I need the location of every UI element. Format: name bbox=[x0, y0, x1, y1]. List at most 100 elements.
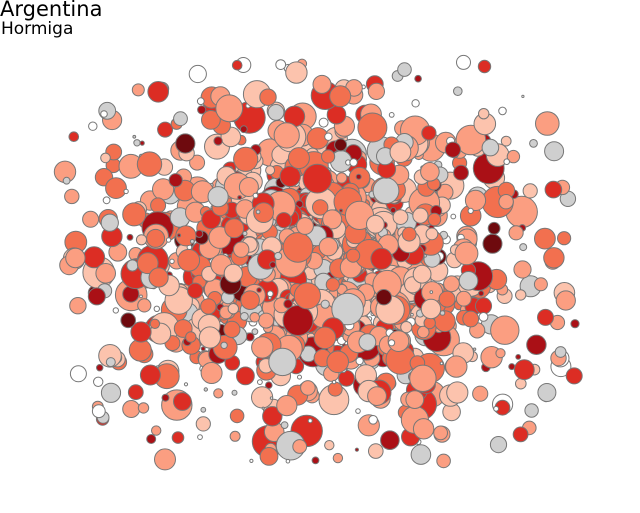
bubble-point bbox=[157, 121, 174, 138]
bubble-point bbox=[240, 290, 260, 311]
bubble-point bbox=[300, 380, 316, 396]
bubble-point bbox=[257, 379, 263, 386]
bubble-point bbox=[259, 88, 277, 106]
bubble-point bbox=[256, 287, 262, 293]
bubble-point bbox=[529, 139, 538, 148]
bubble-point bbox=[453, 164, 469, 181]
bubble-point bbox=[200, 346, 206, 352]
bubble-point bbox=[338, 369, 355, 387]
bubble-point bbox=[177, 248, 201, 272]
bubble-point bbox=[495, 348, 506, 359]
bubble-point bbox=[64, 188, 80, 205]
bubble-point bbox=[388, 339, 396, 347]
bubble-point bbox=[200, 362, 223, 384]
bubble-point bbox=[474, 297, 493, 315]
bubble-point bbox=[412, 264, 432, 284]
bubble-point bbox=[249, 312, 260, 323]
bubble-point bbox=[287, 147, 310, 170]
bubble-point bbox=[524, 403, 539, 418]
bubble-point bbox=[283, 299, 293, 309]
bubble-point bbox=[173, 392, 192, 411]
bubble-point bbox=[262, 406, 283, 427]
bubble-point bbox=[285, 458, 291, 464]
bubble-point bbox=[478, 290, 485, 297]
bubble-point bbox=[100, 152, 111, 164]
bubble-point bbox=[370, 247, 393, 270]
bubble-point bbox=[355, 173, 362, 180]
bubble-point bbox=[275, 59, 287, 70]
bubble-point bbox=[137, 402, 150, 414]
bubble-point bbox=[325, 277, 340, 292]
bubble-point bbox=[105, 177, 127, 200]
bubble-point bbox=[136, 151, 163, 177]
bubble-point bbox=[533, 277, 548, 292]
bubble-point bbox=[358, 333, 377, 352]
bubble-point bbox=[367, 82, 385, 101]
bubble-point bbox=[207, 186, 229, 208]
bubble-point bbox=[285, 61, 308, 84]
bubble-point bbox=[427, 212, 442, 227]
bubble-point bbox=[151, 425, 162, 436]
bubble-point bbox=[410, 444, 432, 465]
bubble-point bbox=[312, 199, 329, 216]
bubble-point bbox=[239, 125, 248, 134]
bubble-point bbox=[443, 275, 460, 293]
bubble-point bbox=[95, 263, 116, 284]
bubble-point bbox=[266, 290, 274, 298]
bubble-point bbox=[311, 456, 320, 465]
bubble-point bbox=[421, 125, 437, 141]
chart-title: Argentina bbox=[0, 0, 103, 21]
bubble-point bbox=[387, 330, 410, 353]
bubble-point bbox=[122, 400, 141, 418]
bubble-point bbox=[439, 361, 444, 366]
bubble-point bbox=[233, 146, 259, 172]
bubble-point bbox=[555, 290, 576, 311]
bubble-point bbox=[197, 434, 203, 441]
bubble-point bbox=[544, 141, 565, 162]
bubble-point bbox=[498, 194, 514, 210]
bubble-point bbox=[425, 227, 439, 241]
bubble-point bbox=[261, 406, 265, 410]
bubble-point bbox=[397, 62, 412, 77]
bubble-point bbox=[200, 406, 207, 413]
bubble-point bbox=[88, 121, 98, 131]
bubble-point bbox=[91, 404, 106, 419]
bubble-point bbox=[405, 390, 425, 410]
bubble-point bbox=[472, 347, 477, 351]
bubble-point bbox=[122, 202, 147, 227]
bubble-point bbox=[139, 140, 145, 146]
bubble-point bbox=[503, 158, 511, 165]
bubble-point bbox=[195, 229, 204, 238]
bubble-point bbox=[481, 138, 500, 157]
bubble-point bbox=[438, 290, 456, 308]
bubble-point bbox=[478, 108, 490, 120]
bubble-point bbox=[229, 430, 241, 442]
bubble-point bbox=[137, 298, 152, 313]
bubble-point bbox=[269, 261, 277, 269]
bubble-point bbox=[258, 312, 275, 329]
bubble-point bbox=[146, 434, 157, 444]
bubble-point bbox=[320, 299, 330, 309]
bubble-point bbox=[535, 111, 560, 136]
bubble-point bbox=[223, 320, 241, 338]
bubble-point bbox=[412, 418, 435, 440]
bubble-point bbox=[412, 207, 429, 224]
bubble-point bbox=[269, 396, 274, 400]
bubble-point bbox=[153, 305, 161, 312]
bubble-point bbox=[220, 341, 228, 349]
bubble-point bbox=[187, 282, 204, 299]
bubble-point bbox=[132, 134, 137, 139]
bubble-point bbox=[487, 221, 501, 235]
bubble-point bbox=[249, 458, 254, 463]
bubble-point bbox=[292, 439, 308, 454]
bubble-point bbox=[148, 267, 169, 288]
bubble-point bbox=[82, 210, 100, 228]
bubble-point bbox=[521, 94, 525, 99]
bubble-point bbox=[197, 105, 207, 115]
bubble-point bbox=[154, 448, 176, 471]
bubble-point bbox=[410, 312, 414, 317]
bubble-point bbox=[200, 298, 217, 315]
bubble-point bbox=[380, 430, 400, 451]
bubble-point bbox=[401, 226, 417, 242]
bubble-point bbox=[236, 366, 255, 386]
